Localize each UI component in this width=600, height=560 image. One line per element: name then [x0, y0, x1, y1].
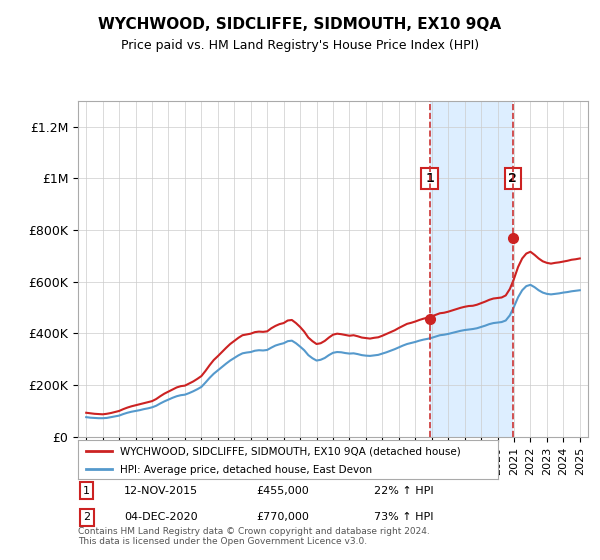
Text: 2: 2: [508, 172, 517, 185]
Text: 22% ↑ HPI: 22% ↑ HPI: [374, 486, 433, 496]
Text: 1: 1: [425, 172, 434, 185]
Text: Price paid vs. HM Land Registry's House Price Index (HPI): Price paid vs. HM Land Registry's House …: [121, 39, 479, 52]
Text: 73% ↑ HPI: 73% ↑ HPI: [374, 512, 433, 522]
Text: £770,000: £770,000: [257, 512, 310, 522]
Text: HPI: Average price, detached house, East Devon: HPI: Average price, detached house, East…: [120, 465, 372, 475]
Text: WYCHWOOD, SIDCLIFFE, SIDMOUTH, EX10 9QA (detached house): WYCHWOOD, SIDCLIFFE, SIDMOUTH, EX10 9QA …: [120, 446, 461, 456]
Bar: [430, 101, 512, 437]
Text: 12-NOV-2015: 12-NOV-2015: [124, 486, 198, 496]
Text: £455,000: £455,000: [257, 486, 309, 496]
Text: 04-DEC-2020: 04-DEC-2020: [124, 512, 197, 522]
Text: 1: 1: [83, 486, 90, 496]
Text: 2: 2: [83, 512, 90, 522]
Text: WYCHWOOD, SIDCLIFFE, SIDMOUTH, EX10 9QA: WYCHWOOD, SIDCLIFFE, SIDMOUTH, EX10 9QA: [98, 17, 502, 32]
Text: Contains HM Land Registry data © Crown copyright and database right 2024.
This d: Contains HM Land Registry data © Crown c…: [78, 526, 430, 546]
